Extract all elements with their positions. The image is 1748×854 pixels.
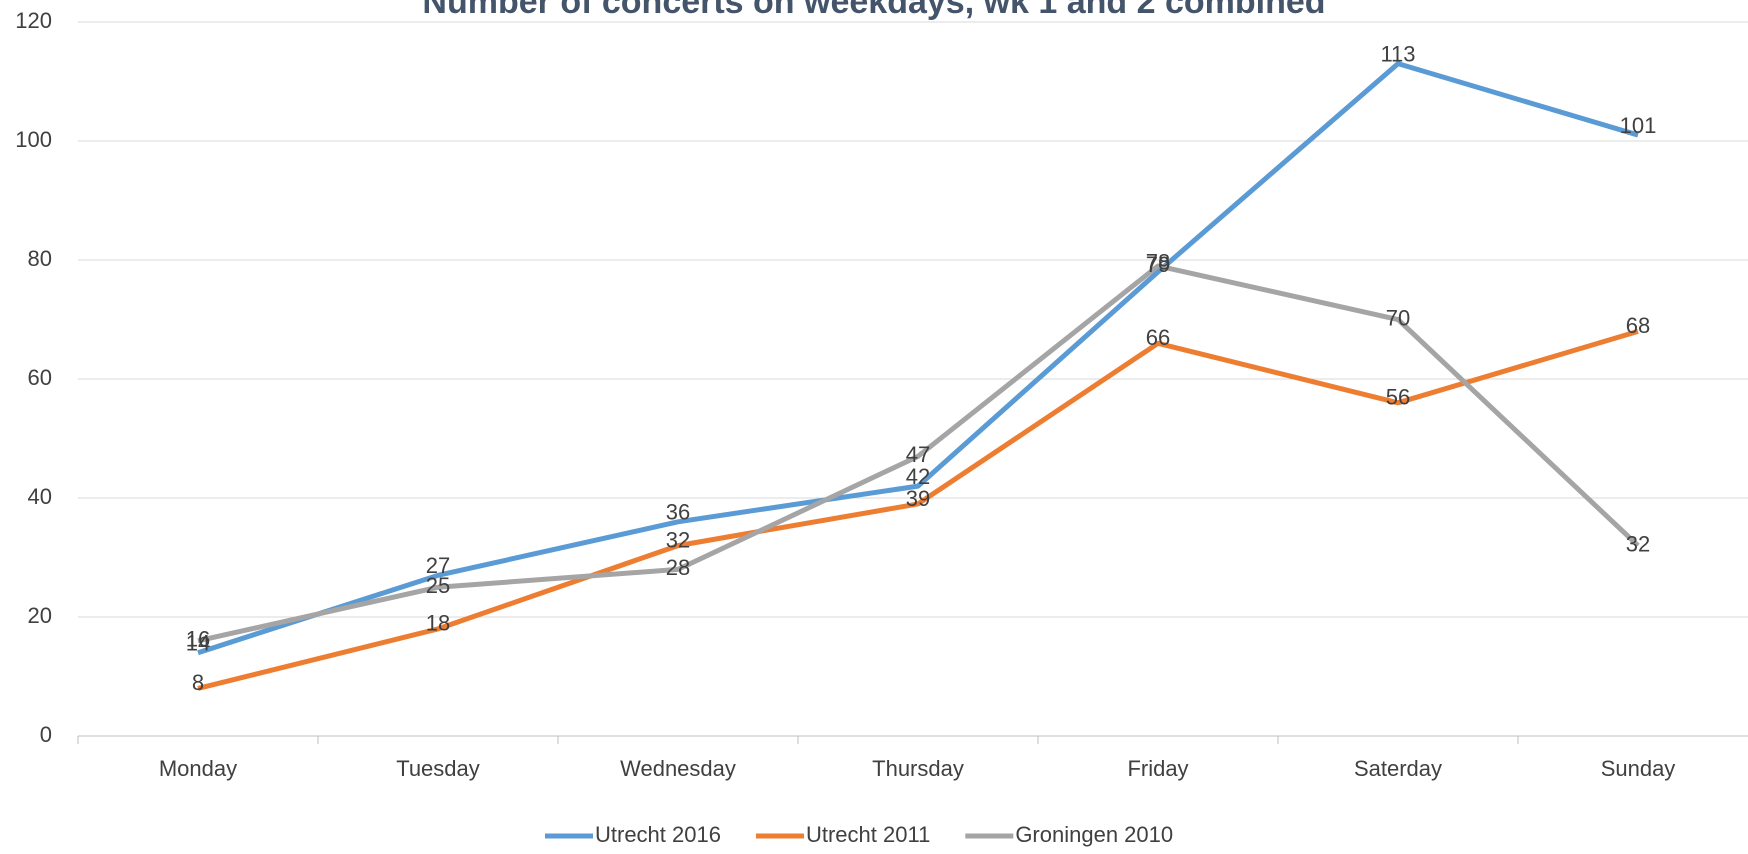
- x-tick-label: Wednesday: [620, 756, 736, 781]
- y-tick-label: 40: [28, 484, 52, 509]
- data-label: 79: [1146, 252, 1170, 277]
- x-tick-label: Sunday: [1601, 756, 1676, 781]
- y-tick-label: 80: [28, 246, 52, 271]
- x-tick-label: Monday: [159, 756, 237, 781]
- data-label: 32: [1626, 531, 1650, 556]
- data-label: 36: [666, 500, 690, 525]
- series-line: [197, 329, 1639, 691]
- legend-label: Utrecht 2011: [806, 822, 930, 847]
- data-label: 25: [426, 573, 450, 598]
- x-tick-label: Thursday: [872, 756, 964, 781]
- series-line: [197, 61, 1639, 656]
- data-label: 42: [906, 464, 930, 489]
- data-label: 39: [906, 486, 930, 511]
- y-tick-label: 60: [28, 365, 52, 390]
- legend-label: Utrecht 2016: [595, 822, 721, 847]
- data-label: 32: [666, 527, 690, 552]
- data-label: 8: [192, 670, 204, 695]
- data-label: 78: [1146, 250, 1170, 275]
- data-label: 66: [1146, 325, 1170, 350]
- data-label: 27: [426, 553, 450, 578]
- data-label: 70: [1386, 305, 1410, 330]
- x-tick-label: Friday: [1127, 756, 1188, 781]
- data-label: 68: [1626, 313, 1650, 338]
- series-line: [197, 263, 1640, 644]
- x-tick-label: Tuesday: [396, 756, 480, 781]
- data-label: 47: [906, 442, 930, 467]
- y-tick-label: 0: [40, 722, 52, 747]
- data-label: 28: [666, 555, 690, 580]
- y-tick-label: 120: [15, 8, 52, 33]
- data-label: 101: [1620, 113, 1657, 138]
- y-tick-label: 100: [15, 127, 52, 152]
- data-label: 14: [186, 631, 210, 656]
- legend-label: Groningen 2010: [1015, 822, 1173, 847]
- y-tick-label: 20: [28, 603, 52, 628]
- chart-title: Number of concerts on weekdays, wk 1 and…: [422, 0, 1325, 21]
- data-label: 16: [186, 627, 210, 652]
- data-label: 56: [1386, 385, 1410, 410]
- data-label: 113: [1380, 41, 1415, 66]
- data-label: 18: [426, 611, 450, 636]
- x-tick-label: Saterday: [1354, 756, 1442, 781]
